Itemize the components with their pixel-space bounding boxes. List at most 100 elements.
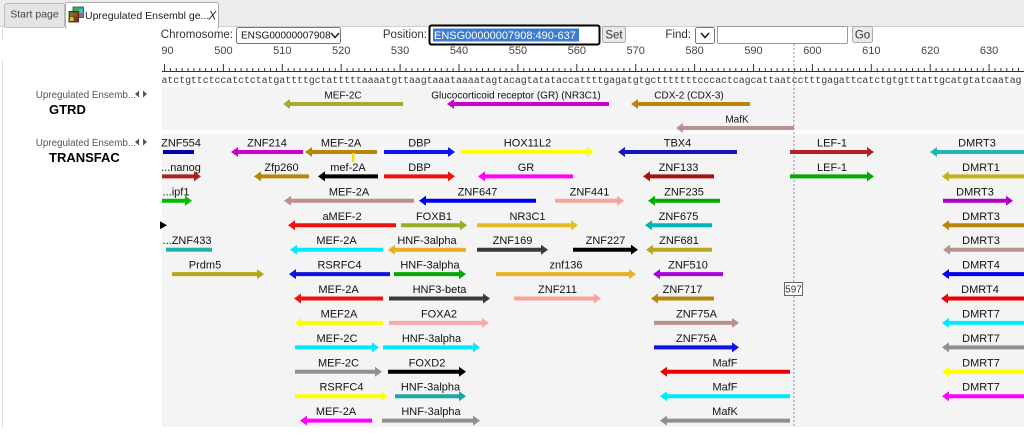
svg-text:Upregulated Ensemb...: Upregulated Ensemb... [36,138,136,149]
svg-text:t: t [980,76,986,87]
svg-text:t: t [668,76,674,87]
svg-text:a: a [715,76,721,87]
svg-text:a: a [444,76,450,87]
svg-text:a: a [415,76,421,87]
svg-text:t: t [686,76,692,87]
svg-text:c: c [650,76,656,87]
svg-text:a: a [992,76,998,87]
svg-text:560: 560 [568,45,586,57]
svg-text:a: a [409,76,415,87]
svg-text:c: c [509,76,515,87]
svg-text:MEF-2C: MEF-2C [317,333,358,345]
svg-text:g: g [633,76,639,87]
svg-text:a: a [774,76,780,87]
svg-text:GR: GR [518,162,535,174]
svg-text:a: a [379,76,385,87]
svg-text:c: c [238,76,244,87]
svg-text:t: t [320,76,326,87]
svg-text:DMRT7: DMRT7 [962,382,1000,394]
svg-text:a: a [503,76,509,87]
svg-text:t: t [167,76,173,87]
svg-text:a: a [574,76,580,87]
svg-text:DMRT7: DMRT7 [962,333,1000,345]
svg-text:a: a [438,76,444,87]
svg-text:RSRFC4: RSRFC4 [317,260,361,272]
svg-text:t: t [385,76,391,87]
svg-text:a: a [373,76,379,87]
svg-text:t: t [957,76,963,87]
svg-text:g: g [962,76,968,87]
svg-text:520: 520 [332,45,350,57]
svg-text:c: c [697,76,703,87]
svg-text:t: t [727,76,733,87]
svg-text:c: c [203,76,209,87]
svg-text:g: g [821,76,827,87]
svg-text:t: t [768,76,774,87]
svg-text:ZNF717: ZNF717 [663,284,703,296]
svg-text:a: a [462,76,468,87]
svg-text:g: g [603,76,609,87]
svg-text:ZNF647: ZNF647 [458,186,498,198]
svg-text:t: t [344,76,350,87]
svg-text:MEF-2A: MEF-2A [318,284,359,296]
svg-text:t: t [291,76,297,87]
svg-text:g: g [898,76,904,87]
svg-text:Position:: Position: [383,29,427,41]
svg-text:t: t [538,76,544,87]
svg-text:a: a [368,76,374,87]
svg-text:t: t [350,76,356,87]
svg-text:a: a [226,76,232,87]
svg-text:t: t [815,76,821,87]
svg-text:ZNF235: ZNF235 [664,186,704,198]
svg-text:ZNF211: ZNF211 [538,284,577,296]
svg-text:LEF-1: LEF-1 [817,162,847,174]
svg-text:MEF-2A: MEF-2A [329,186,370,198]
svg-text:t: t [909,76,915,87]
svg-text:a: a [1010,76,1016,87]
svg-text:ZNF681: ZNF681 [659,235,699,247]
svg-text:g: g [615,76,621,87]
svg-text:DMRT3: DMRT3 [962,211,1000,223]
svg-text:c: c [874,76,880,87]
svg-text:a: a [862,76,868,87]
svg-text:a: a [485,76,491,87]
svg-text:DMRT7: DMRT7 [962,357,1000,369]
svg-text:t: t [297,76,303,87]
svg-text:g: g [1015,76,1021,87]
svg-text:t: t [809,76,815,87]
svg-text:t: t [915,76,921,87]
svg-text:540: 540 [450,45,468,57]
svg-text:t: t [639,76,645,87]
svg-text:MEF2A: MEF2A [321,308,358,320]
svg-text:a: a [533,76,539,87]
svg-text:LEF-1: LEF-1 [817,138,847,150]
svg-text:530: 530 [391,45,409,57]
svg-text:t: t [968,76,974,87]
svg-text:t: t [762,76,768,87]
svg-text:t: t [232,76,238,87]
svg-text:Upregulated Ensembl ge...: Upregulated Ensembl ge... [85,10,209,22]
svg-text:a: a [839,76,845,87]
svg-text:t: t [580,76,586,87]
svg-text:t: t [591,76,597,87]
svg-text:ZNF75A: ZNF75A [676,308,718,320]
svg-text:a: a [544,76,550,87]
svg-text:t: t [692,76,698,87]
svg-text:ZNF214: ZNF214 [247,138,287,150]
svg-text:TRANSFAC: TRANSFAC [49,150,120,165]
svg-text:MEF-2A: MEF-2A [316,235,357,247]
svg-text:a: a [756,76,762,87]
svg-text:t: t [927,76,933,87]
svg-text:GTRD: GTRD [49,102,86,117]
svg-text:a: a [739,76,745,87]
svg-text:ENSG00000007908:490-637: ENSG00000007908:490-637 [434,30,576,42]
svg-text:c: c [945,76,951,87]
svg-text:MEF-2A: MEF-2A [321,138,362,150]
svg-text:HNF-3alpha: HNF-3alpha [401,406,461,418]
svg-text:DBP: DBP [408,162,431,174]
svg-text:t: t [427,76,433,87]
svg-text:a: a [621,76,627,87]
svg-text:610: 610 [862,45,880,57]
svg-text:630: 630 [980,45,998,57]
svg-text:t: t [244,76,250,87]
